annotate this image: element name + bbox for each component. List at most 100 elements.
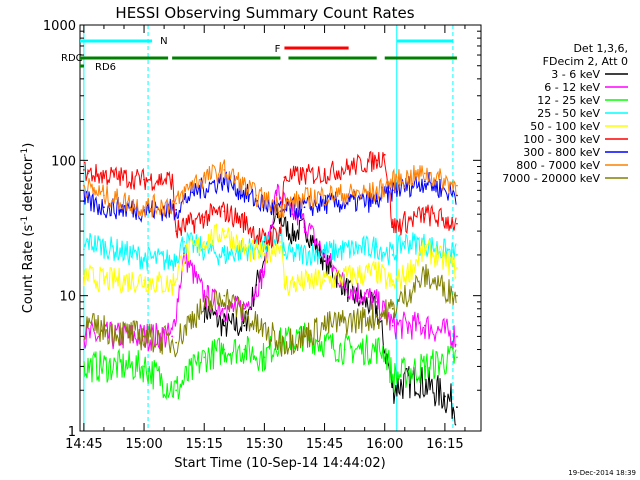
series-8-point-12 [391, 180, 394, 183]
chart-title: HESSI Observing Summary Count Rates [115, 4, 414, 22]
series-2-point-6 [223, 307, 226, 310]
series-9-point-5 [223, 294, 226, 297]
series-9-point-12 [423, 274, 426, 277]
series-4-point-12 [323, 251, 326, 253]
series-line-6 [83, 150, 457, 250]
series-3-point-4 [203, 356, 206, 359]
series-2-point-15 [391, 324, 394, 327]
series-9-point-4 [191, 315, 194, 318]
series-3-point-7 [263, 356, 266, 359]
series-4-point-7 [223, 254, 226, 256]
legend-header-1: Det 1,3,6, [573, 42, 628, 55]
series-6-point-16 [423, 213, 426, 216]
series-2-point-9 [275, 189, 278, 192]
series-5-point-9 [263, 254, 266, 256]
series-8-point-11 [375, 191, 378, 194]
series-8-point-5 [191, 182, 194, 184]
series-9-point-9 [323, 324, 326, 327]
series-6-point-10 [279, 230, 282, 232]
series-4-point-4 [171, 260, 174, 263]
series-6-point-1 [82, 168, 85, 171]
series-5-point-15 [407, 270, 410, 273]
series-7-point-5 [191, 191, 194, 194]
series-8-point-7 [255, 194, 258, 197]
series-7-point-4 [175, 209, 178, 211]
series-9 [82, 264, 458, 358]
series-line-8 [83, 159, 457, 219]
x-tick-label: 16:15 [426, 437, 463, 452]
series-7-point-9 [303, 206, 306, 209]
series-8-point-2 [103, 194, 105, 197]
series-7-point-11 [375, 200, 378, 202]
series-3-point-12 [391, 376, 394, 379]
series-7-point-6 [223, 178, 226, 181]
series-1-point-13 [375, 307, 378, 310]
series-8-point-8 [279, 206, 282, 209]
legend-entry-2: 6 - 12 keV [544, 81, 600, 94]
legend-header-2: FDecim 2, Att 0 [543, 55, 628, 68]
series-5-point-17 [456, 267, 458, 269]
series-2-point-3 [171, 335, 174, 338]
series-8-point-4 [175, 202, 178, 205]
series-4-point-5 [183, 240, 186, 243]
series-5-point-16 [423, 248, 426, 251]
series-9-point-3 [175, 341, 178, 344]
flag-label-n: N [160, 36, 167, 47]
series-5-point-12 [323, 279, 326, 282]
series-1-point-9 [291, 234, 294, 237]
series-5-point-5 [183, 254, 186, 256]
series-5-point-3 [143, 279, 145, 282]
series-5-point-4 [171, 284, 174, 286]
series-3-point-14 [456, 356, 458, 359]
series-6-point-2 [86, 172, 89, 175]
series-1-point-5 [223, 324, 226, 327]
series-line-5 [83, 223, 457, 296]
series-8 [82, 159, 458, 219]
series-2-point-5 [203, 294, 206, 297]
series-1-point-6 [243, 324, 246, 327]
series-6-point-17 [456, 222, 458, 225]
series-8-point-3 [143, 206, 145, 209]
series-5-point-7 [223, 230, 226, 232]
flag-label-f: F [275, 44, 281, 55]
series-1-point-17 [456, 406, 458, 409]
series-4-point-14 [391, 254, 394, 256]
series-4-point-3 [143, 257, 145, 259]
y-tick-label: 1 [68, 425, 76, 440]
series-2-point-7 [243, 307, 246, 310]
x-tick-label: 15:45 [306, 437, 343, 452]
x-tick-label: 16:00 [366, 437, 403, 452]
y-axis-label: Count Rate (s-1 detector-1) [20, 143, 36, 314]
y-tick-label: 1000 [43, 19, 76, 34]
series-5-point-1 [82, 274, 85, 277]
series-3-point-11 [383, 348, 386, 351]
series-6-point-13 [375, 159, 378, 162]
legend-entry-9: 7000 - 20000 keV [502, 172, 600, 185]
series-3-point-13 [423, 365, 426, 368]
series-4-point-15 [403, 240, 406, 243]
legend-entry-7: 300 - 800 keV [523, 146, 600, 159]
series-6-point-6 [203, 216, 206, 219]
series-3-point-5 [223, 348, 226, 351]
series-4-point-2 [86, 240, 89, 243]
series-2-point-17 [456, 335, 458, 338]
y-axis: 1 10 100 1000 [43, 19, 481, 440]
x-tick-label: 15:00 [125, 437, 162, 452]
series-2-point-14 [375, 300, 378, 303]
series-1-point-16 [443, 395, 446, 398]
series-5-point-11 [283, 284, 286, 286]
series-9-point-6 [255, 324, 258, 327]
series-6-point-8 [243, 221, 246, 223]
series-6-point-7 [223, 210, 226, 213]
series-line-9 [83, 264, 457, 358]
x-tick-label: 14:45 [65, 437, 102, 452]
legend-entry-3: 12 - 25 keV [537, 94, 600, 107]
series-2-point-16 [423, 324, 426, 327]
series-8-point-10 [323, 194, 326, 197]
legend-entry-5: 50 - 100 keV [530, 120, 600, 133]
series-7-point-2 [103, 206, 105, 209]
series-9-point-13 [456, 294, 458, 297]
series-6 [82, 150, 458, 250]
series-5-point-13 [375, 270, 378, 273]
series-6-point-14 [383, 153, 386, 156]
